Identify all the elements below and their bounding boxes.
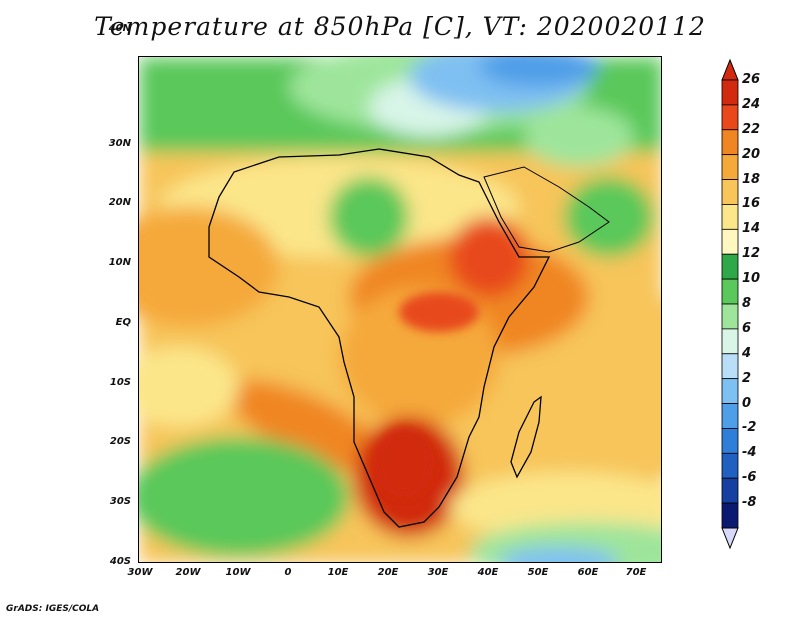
lon-tick-label: 0	[284, 567, 292, 578]
lon-tick-label: 10E	[327, 567, 349, 578]
colorbar-segment	[721, 179, 739, 205]
colorbar-segment	[721, 278, 739, 305]
colorbar-tick-label: 2	[742, 370, 752, 386]
colorbar-segment	[721, 403, 739, 429]
colorbar-segment	[721, 253, 739, 280]
lon-tick-label: 50E	[527, 567, 549, 578]
colorbar-tick-label: 22	[742, 121, 761, 137]
colorbar-tick-label: 4	[742, 345, 752, 361]
colorbar-segment	[721, 79, 739, 106]
lon-tick-label: 30E	[427, 567, 449, 578]
colorbar-segment	[721, 452, 739, 479]
lat-tick-label: 10S	[109, 377, 131, 388]
credit-text: GrADS: IGES/COLA	[6, 604, 100, 614]
colorbar-segment	[721, 204, 739, 230]
colorbar-segment	[721, 477, 739, 504]
colorbar-segment	[721, 502, 739, 529]
temperature-map	[138, 56, 662, 563]
lat-tick-label: 30S	[109, 496, 131, 507]
colorbar-segment	[721, 104, 739, 131]
colorbar-cap-top	[721, 58, 739, 81]
lon-tick-label: 20E	[377, 567, 399, 578]
colorbar-tick-label: 8	[742, 296, 752, 311]
colorbar-tick-label: -6	[742, 470, 757, 486]
colorbar-tick-label: 18	[742, 171, 761, 187]
colorbar-segment	[721, 378, 739, 404]
lon-tick-label: 10W	[225, 567, 251, 578]
colorbar-tick-label: 24	[742, 96, 761, 112]
colorbar-segment	[721, 353, 739, 380]
lat-tick-label: EQ	[115, 317, 131, 328]
colorbar-tick-label: -4	[742, 445, 757, 461]
colorbar-tick-label: 14	[742, 221, 761, 237]
colorbar-cap-bottom	[721, 527, 739, 550]
map-canvas	[139, 57, 661, 562]
colorbar-tick-label: 26	[742, 72, 761, 87]
colorbar-tick-label: -8	[742, 495, 757, 511]
lon-tick-label: 30W	[127, 567, 153, 578]
lat-tick-label: 40N	[108, 23, 131, 34]
madagascar-coastline	[510, 395, 542, 479]
colorbar-segment	[721, 154, 739, 180]
lat-tick-label: 20S	[109, 436, 131, 447]
colorbar-segment	[721, 228, 739, 255]
colorbar-tick-label: 6	[742, 320, 752, 336]
colorbar-tick-label: 20	[742, 146, 761, 162]
lon-tick-label: 20W	[175, 567, 201, 578]
lon-tick-label: 60E	[577, 567, 599, 578]
colorbar-tick-label: 12	[742, 246, 761, 262]
chart-title: Temperature at 850hPa [C], VT: 202002011…	[94, 12, 706, 41]
lon-tick-label: 40E	[477, 567, 499, 578]
colorbar-segment	[721, 129, 739, 156]
arabia-coastline	[483, 166, 610, 253]
colorbar	[721, 58, 739, 550]
colorbar-segment	[721, 303, 739, 330]
colorbar-tick-label: 10	[742, 271, 761, 287]
colorbar-tick-label: 0	[742, 395, 752, 411]
lat-tick-label: 40S	[109, 556, 131, 567]
lat-tick-label: 10N	[108, 257, 131, 268]
colorbar-segment	[721, 328, 739, 355]
africa-coastline	[208, 148, 551, 528]
colorbar-tick-label: -2	[742, 420, 757, 436]
lat-tick-label: 30N	[108, 138, 131, 149]
colorbar-segment	[721, 428, 739, 454]
colorbar-tick-label: 16	[742, 196, 761, 212]
lat-tick-label: 20N	[108, 197, 131, 208]
lon-tick-label: 70E	[625, 567, 647, 578]
